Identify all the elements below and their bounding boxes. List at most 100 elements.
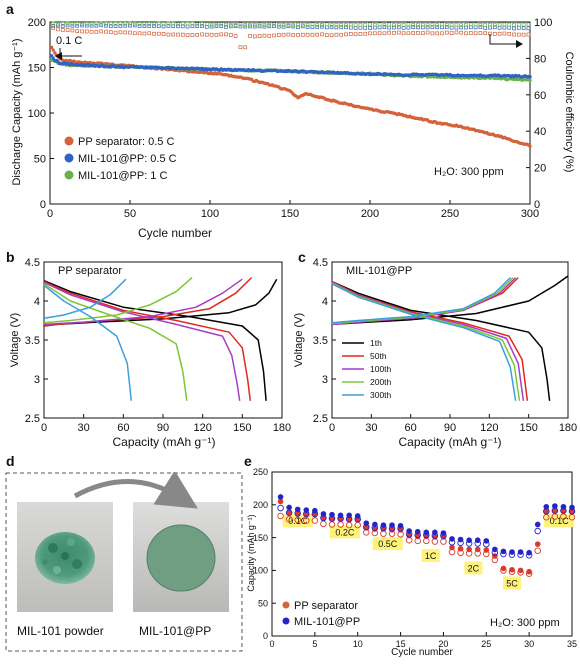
chart-a-efficiency-point xyxy=(483,22,488,27)
chart-a-efficiency-point xyxy=(142,24,147,29)
chart-c-ytick-label: 4 xyxy=(322,296,328,308)
chart-a-efficiency-point xyxy=(464,31,468,36)
chart-e-charge-point xyxy=(491,556,499,564)
chart-e-discharge-point xyxy=(534,521,541,528)
chart-a-efficiency-point xyxy=(401,31,406,36)
transform-arrow-icon xyxy=(73,470,198,509)
chart-a-efficiency-point xyxy=(56,22,60,26)
chart-a-efficiency-point xyxy=(492,25,497,30)
chart-a-efficiency-point xyxy=(185,33,190,37)
chart-a-efficiency-point xyxy=(276,24,281,29)
chart-a-efficiency-point xyxy=(425,25,430,30)
chart-a-efficiency-point xyxy=(329,33,334,38)
chart-e-discharge-point xyxy=(569,508,575,515)
chart-c-ylabel: Voltage (V) xyxy=(293,313,305,367)
chart-a-xtick-label: 200 xyxy=(361,208,379,220)
chart-a-efficiency-point xyxy=(286,32,291,37)
chart-a-efficiency-point xyxy=(123,30,128,35)
chart-e-legend-marker xyxy=(282,617,290,625)
chart-c-charge-curve xyxy=(331,277,517,326)
chart-a-efficiency-point xyxy=(243,45,248,50)
chart-a-efficiency-point xyxy=(219,24,224,28)
chart-e-charge-point xyxy=(534,547,541,554)
chart-e-discharge-point xyxy=(406,528,412,534)
chart-a-efficiency-point xyxy=(478,31,483,35)
chart-a-efficiency-point xyxy=(387,25,392,30)
chart-e-xtick-label: 30 xyxy=(524,639,534,649)
chart-a: Cycle number Discharge Capacity (mAh g⁻¹… xyxy=(11,17,575,240)
chart-a-efficiency-point xyxy=(406,25,411,30)
chart-e-rate-badge xyxy=(421,548,440,562)
chart-a-efficiency-point xyxy=(128,30,132,35)
chart-a-efficiency-point xyxy=(296,22,300,27)
chart-e-charge-point xyxy=(311,517,319,524)
chart-a-efficiency-point xyxy=(214,22,219,27)
chart-a-efficiency-point xyxy=(190,21,195,26)
chart-b-xtick-label: 180 xyxy=(273,422,291,434)
panel-label-b: b xyxy=(6,249,15,265)
chart-a-efficiency-point xyxy=(416,23,420,27)
chart-e-discharge-point xyxy=(526,568,532,575)
chart-a-efficiency-point xyxy=(315,25,320,29)
chart-a-efficiency-point xyxy=(478,23,483,27)
chart-a-efficiency-point xyxy=(65,28,70,32)
chart-a-capacity-point xyxy=(528,75,532,79)
chart-a-efficiency-point xyxy=(411,31,416,35)
chart-b-discharge-curve xyxy=(43,283,188,401)
chart-e-discharge-point xyxy=(517,567,524,574)
chart-c-legend-label: 200th xyxy=(370,377,392,387)
chart-e-discharge-point xyxy=(483,538,490,544)
chart-a-efficiency-point xyxy=(320,24,324,29)
chart-a-capacity-point xyxy=(528,78,532,83)
chart-e-charge-point xyxy=(311,510,319,518)
chart-b: PP separator Capacity (mAh g⁻¹) Voltage … xyxy=(9,257,291,449)
chart-a-capacity-point xyxy=(51,56,55,60)
chart-a-efficiency-point xyxy=(147,31,152,36)
chart-a-efficiency-point xyxy=(128,21,132,26)
chart-a-efficiency-point xyxy=(368,26,372,30)
chart-a-efficiency-point xyxy=(526,22,531,27)
chart-a-efficiency-point xyxy=(315,32,320,37)
chart-a-xtick-label: 250 xyxy=(441,208,459,220)
chart-a-efficiency-point xyxy=(300,23,305,27)
chart-e-charge-point xyxy=(517,569,524,576)
chart-a-efficiency-point xyxy=(396,25,401,30)
chart-a-efficiency-point xyxy=(113,21,118,26)
chart-a-efficiency-point xyxy=(137,31,142,36)
chart-a-efficiency-point xyxy=(339,25,344,30)
chart-a-efficiency-point xyxy=(166,32,171,37)
chart-a-efficiency-point xyxy=(516,32,521,37)
chart-a-efficiency-point xyxy=(502,25,507,30)
chart-e-charge-point xyxy=(465,550,473,557)
chart-a-efficiency-point xyxy=(257,22,262,27)
chart-e-charge-point xyxy=(508,568,516,575)
chart-e-charge-point xyxy=(277,512,284,520)
chart-a-efficiency-point xyxy=(444,30,449,35)
chart-a-efficiency-point xyxy=(324,22,329,27)
chart-a-efficiency-point xyxy=(329,23,334,27)
chart-a-annotation-h2o: H₂O: 300 ppm xyxy=(434,166,504,178)
chart-e-xtick-label: 25 xyxy=(481,639,491,649)
chart-a-efficiency-point xyxy=(80,22,84,26)
chart-a-efficiency-point xyxy=(75,22,80,26)
chart-a-efficiency-point xyxy=(334,25,339,30)
chart-e-charge-point xyxy=(457,549,464,556)
chart-c-discharge-curve xyxy=(331,283,517,401)
chart-c-xlabel: Capacity (mAh g⁻¹) xyxy=(398,435,501,449)
chart-a-efficiency-point xyxy=(324,25,329,30)
chart-a-efficiency-point xyxy=(372,31,377,36)
chart-b-xtick-label: 120 xyxy=(193,422,211,434)
chart-a-efficiency-point xyxy=(238,22,243,27)
chart-e-charge-point xyxy=(431,532,439,539)
chart-a-ytick-label: 100 xyxy=(28,108,46,120)
chart-c-plot-frame xyxy=(331,261,569,419)
chart-a-efficiency-point xyxy=(401,23,406,27)
chart-a-efficiency-point xyxy=(492,31,497,36)
chart-b-charge-curve xyxy=(43,278,243,326)
chart-a-efficiency-point xyxy=(204,32,209,37)
chart-e-xtick-label: 20 xyxy=(438,639,448,649)
chart-e-discharge-point xyxy=(329,515,335,522)
chart-a-efficiency-point xyxy=(430,25,435,29)
chart-a-efficiency-point xyxy=(363,31,368,36)
chart-c-charge-curve xyxy=(331,277,511,324)
